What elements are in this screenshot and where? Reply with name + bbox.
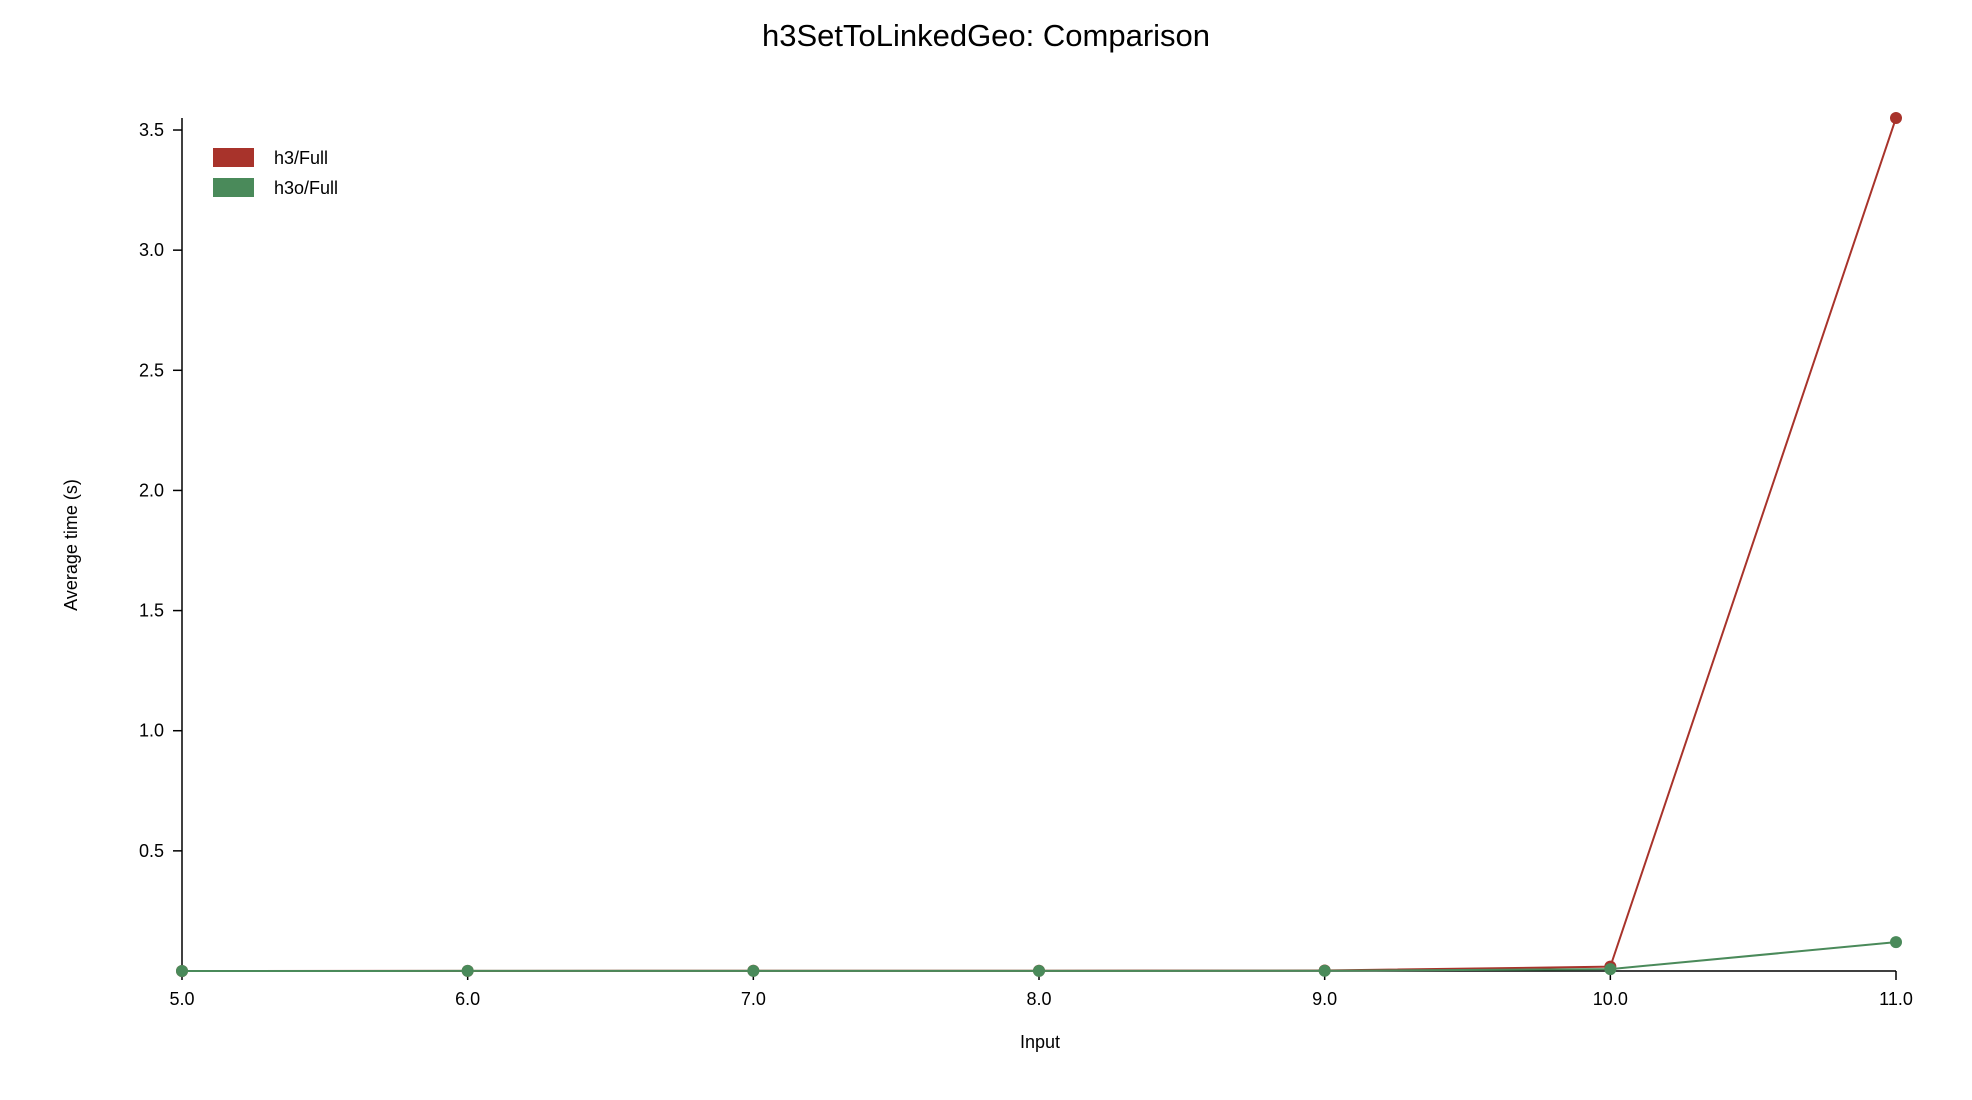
chart-title: h3SetToLinkedGeo: Comparison <box>762 18 1210 53</box>
data-point <box>1033 964 1045 977</box>
x-axis-title: Input <box>1020 1032 1060 1052</box>
data-point <box>461 964 474 977</box>
legend-swatch <box>213 148 254 167</box>
x-tick-label: 5.0 <box>169 989 194 1009</box>
series-line <box>181 117 1897 972</box>
legend-item: h3o/Full <box>213 178 338 198</box>
y-tick-label: 3.5 <box>139 120 164 140</box>
data-point <box>1890 936 1902 949</box>
x-axis-ticks: 5.0 6.0 7.0 8.0 9.0 10.0 11.0 <box>169 971 1913 1009</box>
x-tick-label: 8.0 <box>1026 989 1051 1009</box>
y-tick-label: 0.5 <box>139 841 164 861</box>
data-point <box>747 964 760 977</box>
x-tick-label: 11.0 <box>1879 989 1913 1009</box>
legend-label: h3o/Full <box>274 178 338 198</box>
legend-label: h3/Full <box>274 148 328 168</box>
y-axis-title: Average time (s) <box>61 479 81 611</box>
x-tick-label: 6.0 <box>455 989 480 1009</box>
x-tick-label: 7.0 <box>741 989 766 1009</box>
y-tick-label: 2.0 <box>139 480 164 500</box>
legend-item: h3/Full <box>213 148 328 168</box>
x-tick-label: 9.0 <box>1312 989 1337 1009</box>
series-h3-full <box>176 112 1902 977</box>
series-layer <box>176 112 1902 977</box>
y-axis-ticks: 0.5 1.0 1.5 2.0 2.5 3.0 3.5 <box>139 120 182 861</box>
series-h3o-full <box>176 936 1902 977</box>
x-tick-label: 10.0 <box>1593 989 1628 1009</box>
y-tick-label: 3.0 <box>139 240 164 260</box>
data-point <box>1318 964 1331 977</box>
y-tick-label: 2.5 <box>139 360 164 380</box>
data-point <box>1604 963 1617 976</box>
data-point <box>176 965 188 977</box>
y-tick-label: 1.0 <box>139 721 164 741</box>
plot-area: 0.5 1.0 1.5 2.0 2.5 3.0 3.5 5.0 6.0 7.0 8.0 9.0 10.… <box>139 112 1913 1009</box>
legend: h3/Full h3o/Full <box>213 148 338 198</box>
legend-swatch <box>213 178 254 197</box>
data-point <box>1890 112 1902 124</box>
y-tick-label: 1.5 <box>139 601 164 621</box>
